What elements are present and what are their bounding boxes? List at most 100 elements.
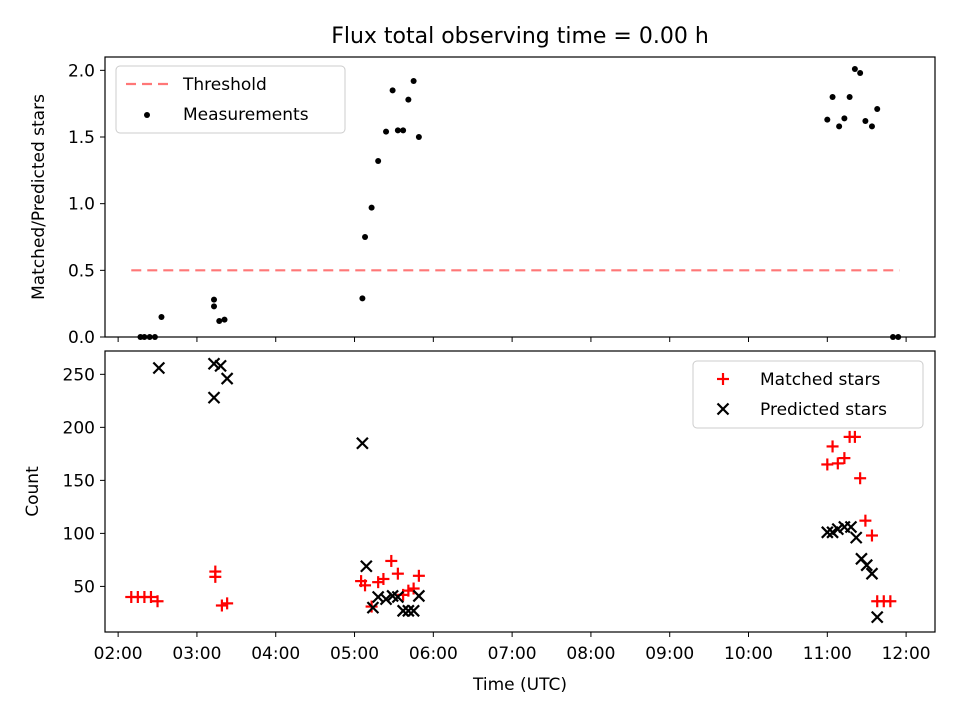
- measurement-point: [895, 334, 902, 340]
- measurement-point: [857, 70, 864, 76]
- matched-star-point: [144, 591, 157, 604]
- legend-predicted-label: Predicted stars: [760, 400, 887, 420]
- predicted-star-point: [391, 590, 405, 604]
- ratio-y-tick-label: 0.0: [68, 328, 95, 348]
- matched-star-point: [859, 514, 872, 527]
- ratio-plot-y-label: Matched/Predicted stars: [29, 94, 49, 300]
- predicted-star-point: [371, 590, 385, 604]
- predicted-star-point: [870, 610, 884, 624]
- legend-measurements-swatch: [144, 112, 150, 118]
- matched-star-point: [407, 582, 420, 595]
- measurement-points: [137, 66, 902, 340]
- measurement-point: [410, 78, 417, 84]
- measurement-point: [141, 334, 148, 340]
- ratio-y-tick-label: 2.0: [68, 61, 95, 81]
- predicted-star-point: [379, 592, 393, 606]
- count-points: [125, 357, 897, 624]
- count-x-tick-label: 11:00: [803, 644, 852, 664]
- measurement-point: [415, 134, 422, 140]
- legend-predicted-swatch: [716, 402, 730, 416]
- count-x-tick-label: 12:00: [882, 644, 931, 664]
- ratio-plot-legend: Threshold Measurements: [115, 65, 346, 134]
- matched-star-point: [209, 570, 222, 583]
- count-y-tick-label: 100: [63, 524, 95, 544]
- measurement-point: [400, 127, 407, 134]
- count-x-tick-label: 10:00: [724, 644, 773, 664]
- measurement-point: [394, 127, 401, 134]
- count-plot: 50 100 150 200 250 02:00 03:00 04:00 05:00 06:00 0…: [23, 350, 936, 695]
- predicted-star-point: [360, 559, 373, 573]
- count-y-tick-label: 250: [63, 365, 95, 385]
- matched-star-point: [865, 529, 878, 542]
- predicted-star-point: [356, 436, 369, 450]
- measurement-point: [375, 158, 382, 164]
- measurement-point: [862, 118, 869, 124]
- matched-star-point: [359, 579, 372, 592]
- measurement-point: [362, 234, 369, 240]
- measurement-point: [158, 314, 165, 320]
- count-x-tick-label: 08:00: [566, 644, 615, 664]
- predicted-star-point: [402, 604, 415, 618]
- measurement-point: [146, 334, 153, 340]
- predicted-star-point: [152, 361, 166, 375]
- predicted-star-point: [214, 359, 227, 373]
- predicted-star-point: [220, 372, 234, 385]
- measurement-point: [211, 296, 218, 303]
- measurement-point: [383, 128, 390, 135]
- count-x-tick-label: 04:00: [251, 644, 300, 664]
- predicted-star-point: [821, 526, 834, 539]
- count-x-tick-label: 03:00: [172, 644, 221, 664]
- count-y-tick-label: 50: [73, 577, 95, 597]
- predicted-star-point: [407, 604, 420, 618]
- measurement-point: [389, 87, 396, 94]
- matched-star-point: [385, 554, 398, 567]
- matched-star-point: [854, 472, 867, 485]
- ratio-y-tick-label: 1.0: [68, 195, 95, 215]
- matched-star-point: [838, 452, 851, 465]
- count-y-tick-label: 150: [63, 471, 95, 491]
- matched-star-point: [377, 572, 390, 585]
- predicted-star-point: [844, 520, 858, 534]
- ratio-plot-legend-box: [115, 65, 346, 134]
- matched-star-point: [151, 595, 164, 608]
- ratio-plot-ticks: 0.0 0.5 1.0 1.5 2.0: [68, 61, 907, 348]
- measurement-point: [368, 204, 375, 211]
- count-plot-x-label: Time (UTC): [472, 675, 567, 695]
- matched-star-point: [826, 440, 839, 453]
- matched-star-point: [831, 457, 844, 470]
- count-y-tick-label: 200: [63, 418, 95, 438]
- ratio-y-tick-label: 1.5: [68, 128, 95, 148]
- predicted-star-point: [366, 601, 380, 614]
- matched-star-point: [215, 599, 228, 612]
- legend-matched-label: Matched stars: [760, 370, 880, 390]
- matched-star-point: [821, 458, 834, 471]
- measurement-point: [216, 318, 223, 324]
- count-plot-legend: Matched stars Predicted stars: [692, 360, 924, 429]
- predicted-star-point: [849, 531, 863, 544]
- matched-star-point: [221, 597, 234, 610]
- predicted-star-point: [865, 567, 879, 580]
- count-plot-legend-box: [692, 360, 924, 429]
- measurement-point: [359, 295, 366, 302]
- legend-predicted-marker: [716, 402, 730, 416]
- matched-star-point: [412, 569, 425, 582]
- legend-matched-marker: [717, 373, 729, 385]
- measurement-point: [874, 106, 881, 112]
- count-plot-y-label: Count: [23, 466, 43, 517]
- matched-star-point: [402, 584, 415, 597]
- predicted-star-point: [412, 589, 426, 603]
- measurement-point: [889, 334, 896, 340]
- ratio-plot: 0.00.51.01.52.0 Matched/Predicted stars …: [29, 56, 936, 348]
- count-x-tick-label: 05:00: [330, 644, 379, 664]
- count-x-tick-label: 06:00: [409, 644, 458, 664]
- ratio-y-tick-label: 0.5: [68, 261, 95, 281]
- measurement-point: [841, 115, 848, 122]
- legend-matched-swatch: [717, 373, 729, 385]
- matched-star-point: [848, 430, 861, 443]
- measurement-point: [846, 94, 853, 100]
- matched-star-point: [391, 567, 404, 580]
- measurement-point: [829, 94, 836, 100]
- legend-threshold-label: Threshold: [182, 75, 267, 95]
- measurement-point: [221, 316, 228, 323]
